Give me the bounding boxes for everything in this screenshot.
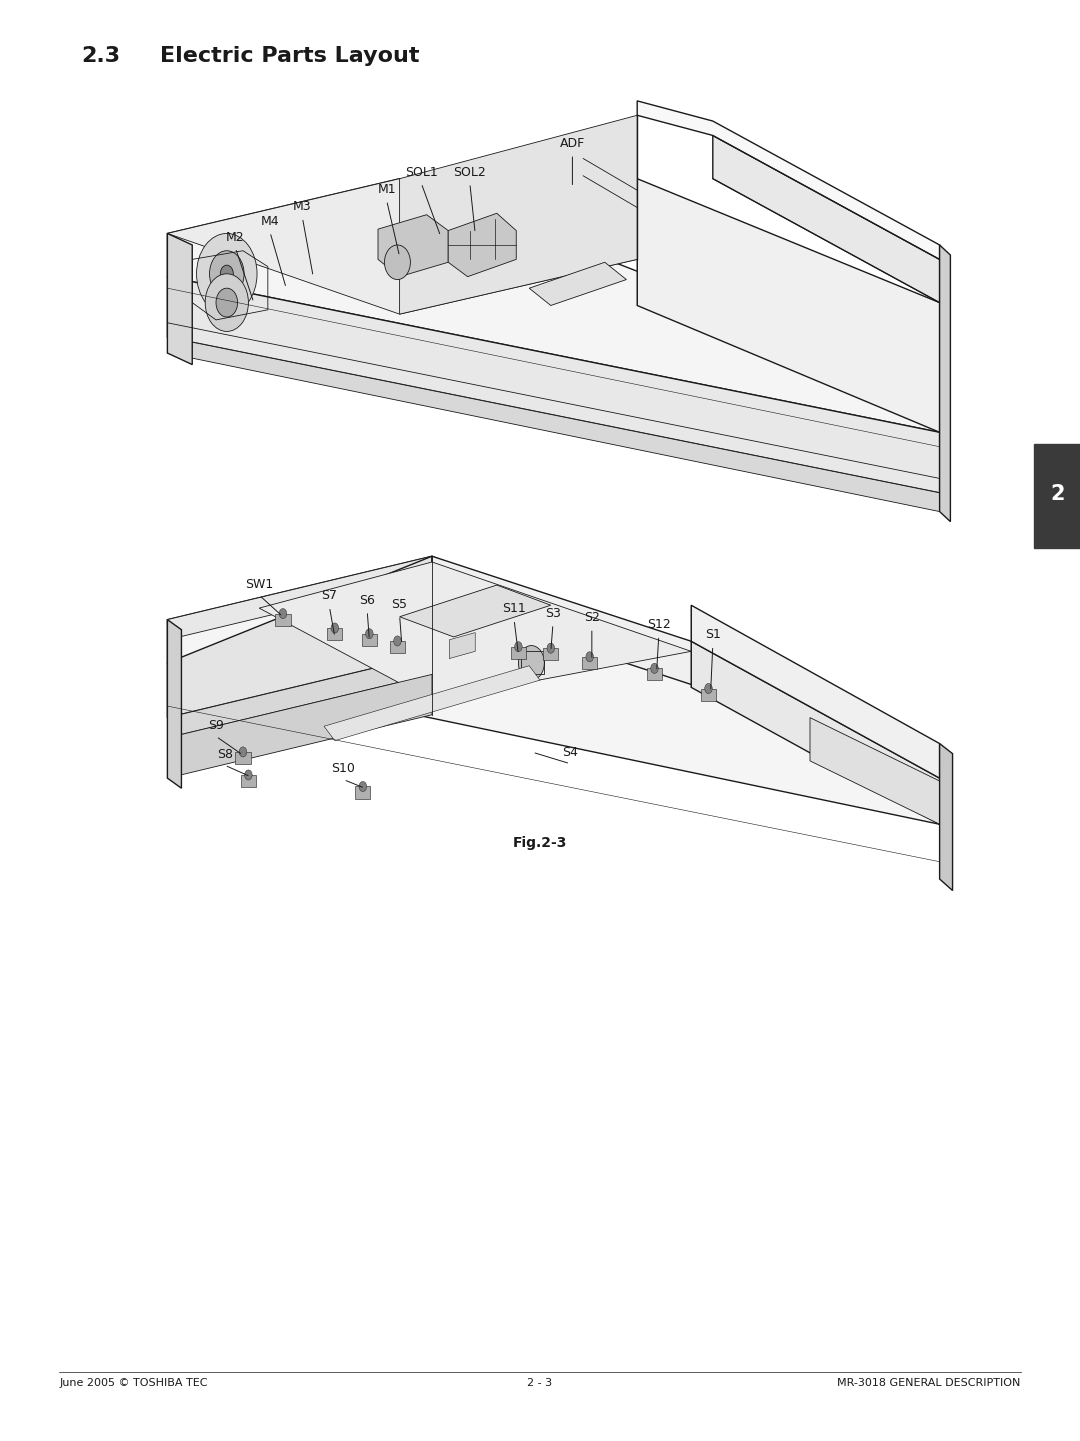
Circle shape: [240, 746, 246, 757]
Text: M2: M2: [226, 231, 245, 244]
Text: S11: S11: [502, 602, 526, 615]
Circle shape: [359, 781, 366, 791]
Bar: [241, 775, 256, 787]
Circle shape: [518, 646, 544, 680]
Bar: [327, 628, 342, 640]
Polygon shape: [167, 233, 192, 365]
Bar: [521, 651, 544, 674]
Polygon shape: [167, 674, 432, 778]
Circle shape: [220, 265, 233, 282]
Polygon shape: [324, 666, 540, 741]
Polygon shape: [691, 641, 940, 824]
Bar: [511, 647, 526, 659]
Circle shape: [197, 233, 257, 314]
Bar: [355, 787, 370, 798]
Text: S5: S5: [392, 598, 407, 611]
Text: 2 - 3: 2 - 3: [527, 1378, 553, 1388]
Polygon shape: [259, 562, 691, 700]
Circle shape: [210, 251, 244, 297]
Text: Electric Parts Layout: Electric Parts Layout: [160, 46, 419, 66]
Polygon shape: [378, 215, 448, 277]
Bar: [701, 689, 716, 700]
Polygon shape: [167, 556, 432, 640]
Text: SOL2: SOL2: [454, 166, 486, 179]
Circle shape: [705, 683, 713, 693]
Text: SW1: SW1: [245, 578, 273, 591]
Polygon shape: [167, 337, 940, 512]
Polygon shape: [713, 135, 940, 303]
Circle shape: [216, 288, 238, 317]
Polygon shape: [432, 556, 940, 824]
Text: S1: S1: [705, 628, 720, 641]
Text: S10: S10: [332, 762, 355, 775]
Text: M4: M4: [260, 215, 280, 228]
Bar: [275, 614, 291, 625]
Polygon shape: [167, 556, 940, 824]
Polygon shape: [400, 115, 637, 314]
Polygon shape: [449, 633, 475, 659]
Text: S9: S9: [208, 719, 224, 732]
Polygon shape: [691, 605, 940, 778]
Polygon shape: [448, 213, 516, 277]
Polygon shape: [637, 101, 940, 259]
Polygon shape: [637, 179, 940, 432]
Circle shape: [280, 608, 287, 618]
Text: S4: S4: [563, 746, 578, 759]
Text: M1: M1: [377, 183, 396, 196]
Polygon shape: [810, 718, 940, 824]
Circle shape: [394, 635, 402, 646]
Bar: [647, 669, 662, 680]
Text: S7: S7: [322, 589, 337, 602]
Text: 2: 2: [1050, 484, 1065, 504]
Polygon shape: [167, 277, 940, 493]
Polygon shape: [167, 654, 432, 738]
Text: June 2005 © TOSHIBA TEC: June 2005 © TOSHIBA TEC: [59, 1378, 207, 1388]
Circle shape: [244, 769, 253, 780]
Text: SOL1: SOL1: [405, 166, 437, 179]
Polygon shape: [940, 245, 950, 522]
Text: S2: S2: [584, 611, 599, 624]
Text: ADF: ADF: [559, 137, 585, 150]
Text: Fig.2-3: Fig.2-3: [513, 836, 567, 850]
Polygon shape: [400, 585, 551, 637]
Circle shape: [384, 245, 410, 280]
Circle shape: [586, 651, 594, 661]
Polygon shape: [529, 262, 626, 305]
Text: M3: M3: [293, 200, 312, 213]
FancyBboxPatch shape: [1034, 444, 1080, 548]
Circle shape: [205, 274, 248, 331]
Bar: [362, 634, 377, 646]
Polygon shape: [167, 179, 637, 314]
Circle shape: [514, 641, 523, 651]
Circle shape: [332, 623, 339, 633]
Polygon shape: [167, 179, 940, 432]
Bar: [390, 641, 405, 653]
Text: S12: S12: [647, 618, 671, 631]
Text: S3: S3: [545, 607, 561, 620]
Circle shape: [365, 628, 374, 638]
Bar: [235, 752, 251, 764]
Bar: [543, 648, 558, 660]
Bar: [582, 657, 597, 669]
Text: S6: S6: [360, 594, 375, 607]
Polygon shape: [167, 556, 432, 718]
Polygon shape: [167, 620, 181, 788]
Text: S8: S8: [217, 748, 232, 761]
Text: MR-3018 GENERAL DESCRIPTION: MR-3018 GENERAL DESCRIPTION: [837, 1378, 1021, 1388]
Polygon shape: [940, 744, 953, 891]
Circle shape: [650, 663, 659, 673]
Text: 2.3: 2.3: [81, 46, 120, 66]
Circle shape: [546, 643, 555, 653]
